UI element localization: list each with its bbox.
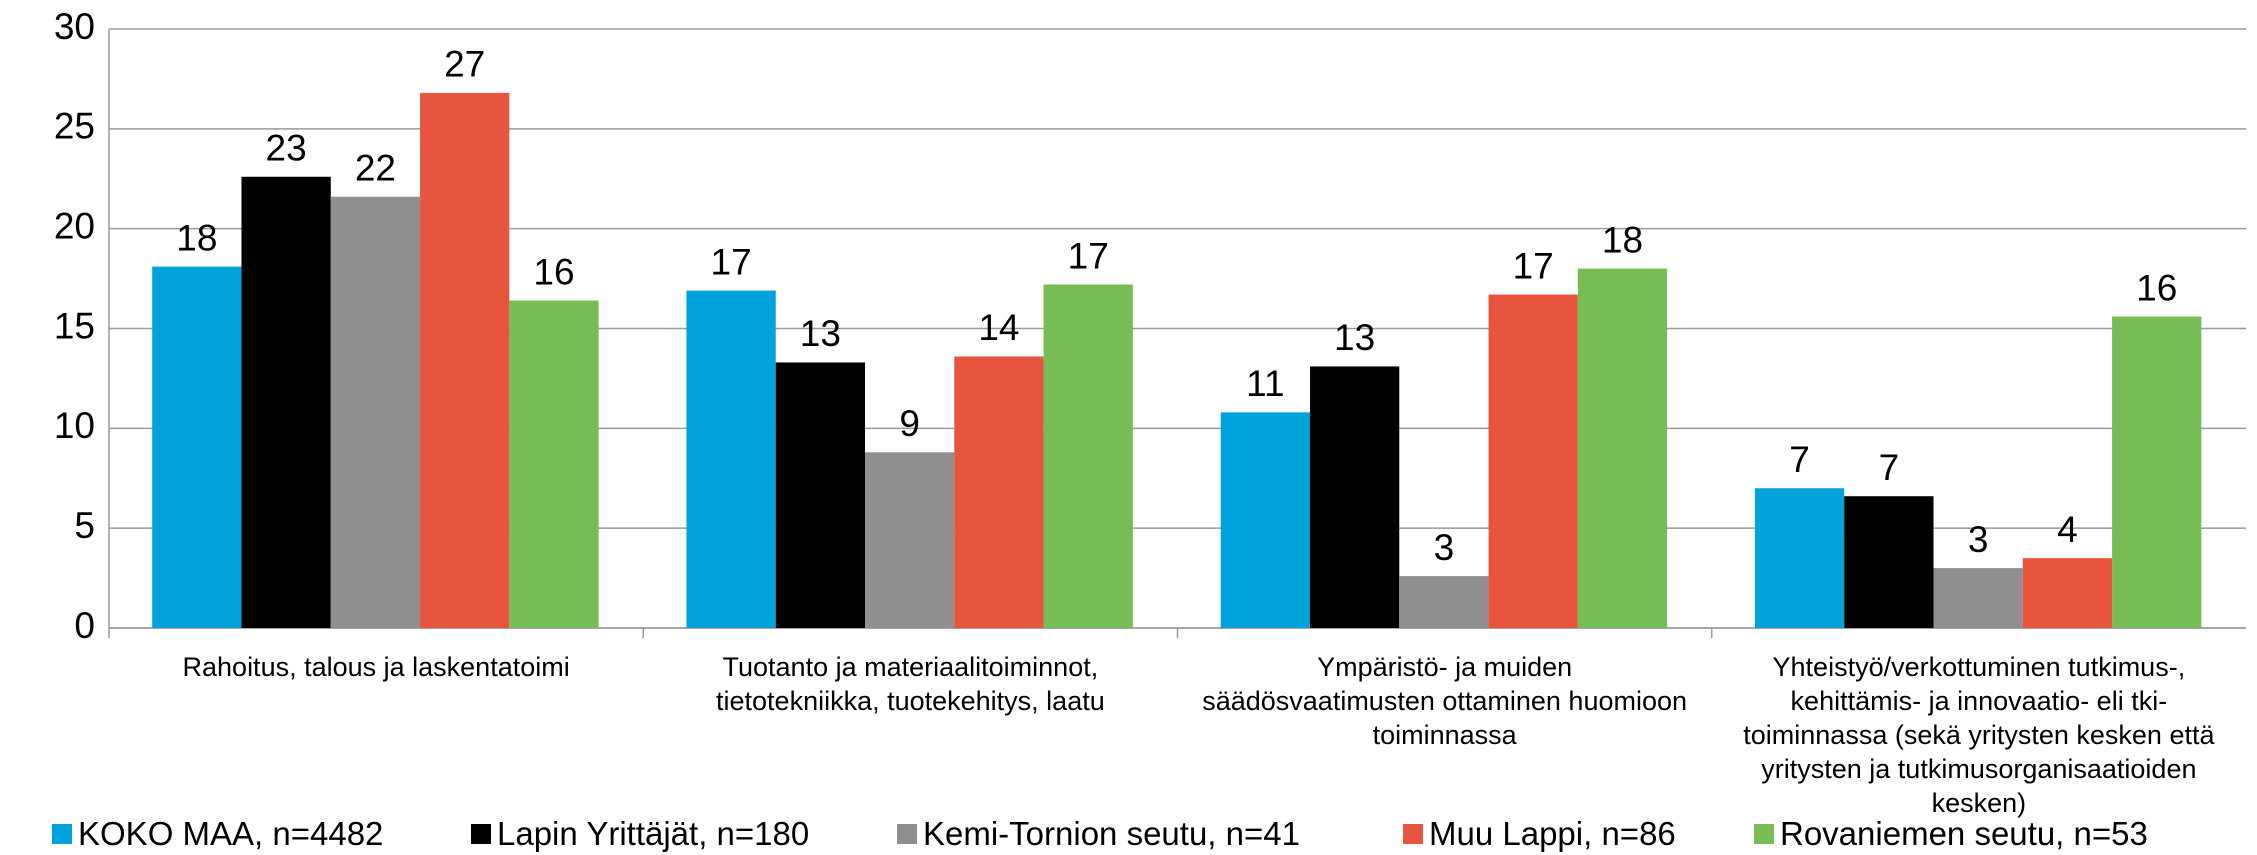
y-tick-label: 15: [54, 305, 95, 346]
data-label: 18: [1602, 219, 1643, 260]
bar: [686, 290, 776, 628]
bar: [330, 196, 421, 628]
legend-swatch: [471, 824, 491, 844]
y-tick-label: 5: [74, 505, 95, 546]
legend-item: KOKO MAA, n=4482: [52, 815, 383, 853]
data-label: 17: [1513, 245, 1554, 286]
legend-label: Lapin Yrittäjät, n=180: [497, 815, 810, 852]
data-label: 23: [266, 128, 307, 169]
bar: [954, 356, 1044, 628]
x-tick-label: Ympäristö- ja muiden säädösvaatimusten o…: [1202, 652, 1688, 750]
bar: [1844, 496, 1934, 628]
bar: [1933, 568, 2023, 628]
bar: [152, 266, 242, 628]
data-label: 17: [711, 241, 752, 282]
legend-label: KOKO MAA, n=4482: [78, 815, 384, 852]
data-label: 7: [1879, 447, 1900, 488]
y-tick-label: 20: [54, 205, 95, 246]
y-tick-label: 10: [54, 405, 95, 446]
data-label: 16: [533, 251, 574, 292]
bar: [775, 362, 866, 628]
legend-swatch: [897, 824, 917, 844]
bar: [509, 300, 599, 628]
x-tick-label: Tuotanto ja materiaalitoiminnot, tietote…: [716, 652, 1105, 716]
data-label: 11: [1246, 363, 1284, 404]
bar: [1754, 488, 1845, 628]
data-label: 3: [1434, 527, 1455, 568]
data-label: 18: [176, 217, 217, 258]
bar: [1488, 294, 1578, 628]
bar: [1309, 366, 1400, 628]
bar: [1399, 576, 1489, 628]
data-label: 4: [2057, 509, 2078, 550]
data-label: 17: [1068, 235, 1109, 276]
data-label: 16: [2136, 267, 2177, 308]
data-label: 9: [899, 403, 920, 444]
data-label: 22: [355, 148, 396, 189]
data-label: 14: [978, 307, 1019, 348]
legend-label: Rovaniemen seutu, n=53: [1780, 815, 2148, 852]
legend-item: Kemi-Tornion seutu, n=41: [897, 815, 1300, 853]
legend-swatch: [1403, 824, 1423, 844]
legend-label: Muu Lappi, n=86: [1429, 815, 1676, 852]
bar: [1577, 268, 1668, 628]
bar: [420, 92, 510, 629]
legend-item: Rovaniemen seutu, n=53: [1754, 815, 2148, 853]
bar: [1220, 412, 1310, 628]
bar: [241, 176, 331, 628]
data-label: 27: [444, 44, 485, 85]
y-tick-label: 25: [54, 106, 95, 147]
bar: [2112, 316, 2202, 628]
y-tick-label: 30: [54, 6, 95, 47]
legend-item: Lapin Yrittäjät, n=180: [471, 815, 809, 853]
data-label: 13: [800, 313, 841, 354]
x-tick-label: Rahoitus, talous ja laskentatoimi: [182, 652, 570, 682]
legend-swatch: [52, 824, 72, 844]
legend-item: Muu Lappi, n=86: [1403, 815, 1676, 853]
legend-swatch: [1754, 824, 1774, 844]
bar: [1043, 284, 1133, 628]
y-tick-label: 0: [74, 605, 95, 646]
data-label: 7: [1789, 439, 1810, 480]
data-label: 3: [1968, 519, 1989, 560]
legend-label: Kemi-Tornion seutu, n=41: [923, 815, 1300, 852]
bar: [2022, 558, 2113, 628]
bar: [865, 452, 955, 628]
x-tick-label: Yhteistyö/verkottuminen tutkimus-, kehit…: [1743, 652, 2215, 818]
data-label: 13: [1334, 317, 1375, 358]
